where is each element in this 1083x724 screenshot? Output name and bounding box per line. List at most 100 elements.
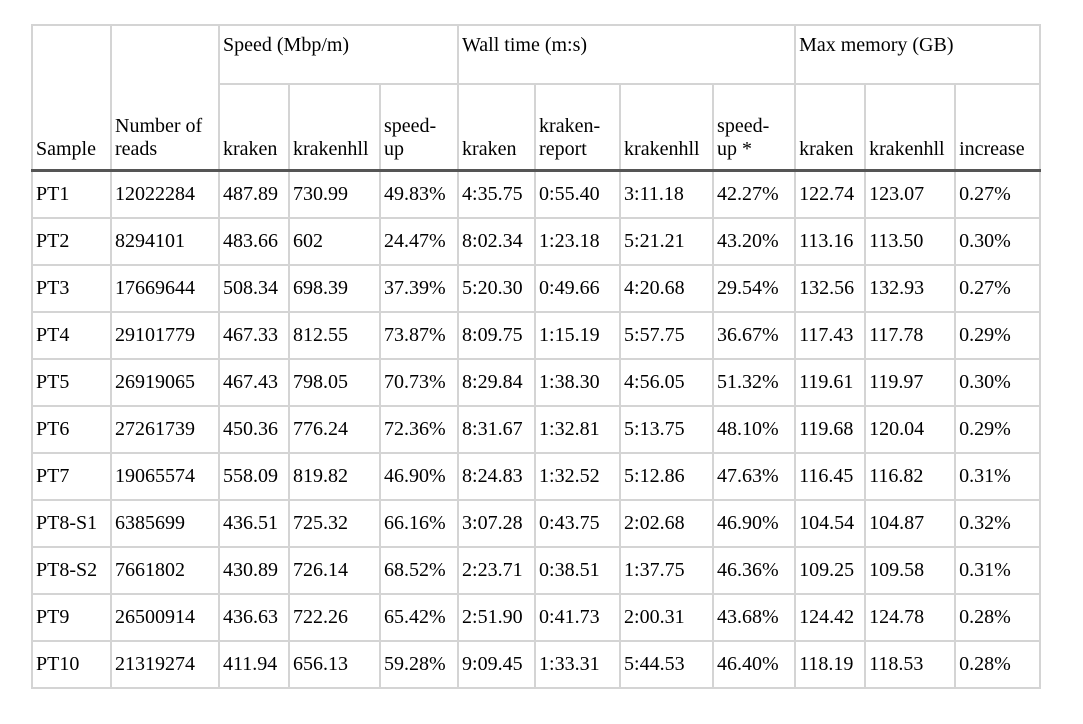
speed-kraken-cell: 467.43 <box>218 358 290 407</box>
wall-krakenhll-cell: 4:56.05 <box>619 358 715 407</box>
mem-krakenhll-cell: 109.58 <box>864 546 957 595</box>
wall-kraken-report-cell: 1:33.31 <box>534 640 622 689</box>
speed-krakenhll-cell: 698.39 <box>288 264 381 313</box>
speed-up-cell: 66.16% <box>378 499 460 548</box>
mem-increase-cell: 0.31% <box>954 546 1042 595</box>
group-header-row: Sample Number of reads Speed (Mbp/m) Wal… <box>31 24 1042 172</box>
wall-kraken-cell: 3:07.28 <box>457 499 537 548</box>
num-reads-cell: 7661802 <box>110 546 220 595</box>
wall-krakenhll-cell: 2:02.68 <box>619 499 715 548</box>
table-row: PT5 26919065 467.43 798.05 70.73% 8:29.84 1:38… <box>31 358 1042 407</box>
wall-kraken-report-cell: 1:38.30 <box>534 358 622 407</box>
mem-increase-cell: 0.28% <box>954 593 1042 642</box>
sample-cell: PT1 <box>31 169 112 219</box>
speed-up-label: speed-up <box>384 115 437 160</box>
mem-increase-cell: 0.27% <box>954 169 1042 219</box>
table-row: PT4 29101779 467.33 812.55 73.87% 8:09.75 1:15… <box>31 311 1042 360</box>
num-reads-cell: 26919065 <box>110 358 220 407</box>
mem-increase-cell: 0.29% <box>954 311 1042 360</box>
mem-increase-header: increase <box>954 83 1042 172</box>
table-row: PT8-S1 6385699 436.51 725.32 66.16% 3:07.28 0:… <box>31 499 1042 548</box>
speed-up-cell: 46.90% <box>378 452 460 501</box>
mem-increase-cell: 0.29% <box>954 405 1042 454</box>
num-reads-cell: 12022284 <box>110 169 220 219</box>
speed-kraken-cell: 436.51 <box>218 499 290 548</box>
speed-krakenhll-cell: 656.13 <box>288 640 381 689</box>
mem-krakenhll-cell: 132.93 <box>864 264 957 313</box>
mem-krakenhll-cell: 104.87 <box>864 499 957 548</box>
wall-kraken-report-cell: 1:32.52 <box>534 452 622 501</box>
sample-cell: PT3 <box>31 264 112 313</box>
speed-krakenhll-cell: 722.26 <box>288 593 381 642</box>
mem-krakenhll-header: krakenhll <box>864 83 957 172</box>
sample-cell: PT9 <box>31 593 112 642</box>
mem-increase-cell: 0.30% <box>954 358 1042 407</box>
max-memory-group-header: Max memory (GB) <box>794 24 1042 85</box>
speed-up-cell: 59.28% <box>378 640 460 689</box>
speed-up-cell: 65.42% <box>378 593 460 642</box>
mem-kraken-cell: 116.45 <box>794 452 867 501</box>
wall-krakenhll-cell: 4:20.68 <box>619 264 715 313</box>
speed-krakenhll-cell: 730.99 <box>288 169 381 219</box>
speed-krakenhll-cell: 812.55 <box>288 311 381 360</box>
num-reads-cell: 17669644 <box>110 264 220 313</box>
speed-krakenhll-cell: 776.24 <box>288 405 381 454</box>
sample-header: Sample <box>31 24 112 172</box>
table-row: PT8-S2 7661802 430.89 726.14 68.52% 2:23.71 0:… <box>31 546 1042 595</box>
mem-kraken-header: kraken <box>794 83 867 172</box>
mem-krakenhll-cell: 118.53 <box>864 640 957 689</box>
wall-speed-up-cell: 43.20% <box>712 217 797 266</box>
sample-cell: PT7 <box>31 452 112 501</box>
wall-kraken-report-cell: 1:32.81 <box>534 405 622 454</box>
mem-krakenhll-cell: 124.78 <box>864 593 957 642</box>
sub-header-row: kraken krakenhll speed-up kraken kraken-… <box>32 83 1042 172</box>
wall-kraken-cell: 8:24.83 <box>457 452 537 501</box>
mem-kraken-cell: 109.25 <box>794 546 867 595</box>
wall-kraken-cell: 8:02.34 <box>457 217 537 266</box>
speed-kraken-cell: 411.94 <box>218 640 290 689</box>
table-row: PT7 19065574 558.09 819.82 46.90% 8:24.83 1:32… <box>31 452 1042 501</box>
wall-speed-up-cell: 47.63% <box>712 452 797 501</box>
num-reads-cell: 8294101 <box>110 217 220 266</box>
sample-cell: PT8-S1 <box>31 499 112 548</box>
speed-kraken-cell: 558.09 <box>218 452 290 501</box>
num-reads-cell: 29101779 <box>110 311 220 360</box>
speed-up-header: speed-up <box>378 83 460 172</box>
speed-up-cell: 72.36% <box>378 405 460 454</box>
wall-krakenhll-cell: 3:11.18 <box>619 169 715 219</box>
speed-krakenhll-cell: 602 <box>288 217 381 266</box>
mem-krakenhll-cell: 117.78 <box>864 311 957 360</box>
mem-kraken-cell: 132.56 <box>794 264 867 313</box>
wall-krakenhll-header: krakenhll <box>619 83 715 172</box>
num-reads-cell: 26500914 <box>110 593 220 642</box>
speed-up-cell: 24.47% <box>378 217 460 266</box>
table-row: PT3 17669644 508.34 698.39 37.39% 5:20.30 0:49… <box>31 264 1042 313</box>
wall-speed-up-label: speed-up * <box>717 115 770 160</box>
mem-kraken-cell: 122.74 <box>794 169 867 219</box>
wall-kraken-report-cell: 0:49.66 <box>534 264 622 313</box>
speed-up-cell: 70.73% <box>378 358 460 407</box>
speed-kraken-cell: 436.63 <box>218 593 290 642</box>
num-reads-cell: 6385699 <box>110 499 220 548</box>
wall-speed-up-cell: 46.90% <box>712 499 797 548</box>
wall-kraken-report-cell: 0:38.51 <box>534 546 622 595</box>
speed-kraken-cell: 467.33 <box>218 311 290 360</box>
sample-cell: PT2 <box>31 217 112 266</box>
wall-kraken-report-header: kraken-report <box>534 83 622 172</box>
wall-kraken-cell: 9:09.45 <box>457 640 537 689</box>
sample-cell: PT6 <box>31 405 112 454</box>
sample-cell: PT4 <box>31 311 112 360</box>
mem-kraken-cell: 119.68 <box>794 405 867 454</box>
table-row: PT6 27261739 450.36 776.24 72.36% 8:31.67 1:32… <box>31 405 1042 454</box>
mem-kraken-cell: 113.16 <box>794 217 867 266</box>
sample-cell: PT10 <box>31 640 112 689</box>
mem-krakenhll-cell: 120.04 <box>864 405 957 454</box>
mem-krakenhll-cell: 116.82 <box>864 452 957 501</box>
wall-speed-up-cell: 43.68% <box>712 593 797 642</box>
speed-krakenhll-cell: 819.82 <box>288 452 381 501</box>
speed-up-cell: 68.52% <box>378 546 460 595</box>
mem-krakenhll-cell: 119.97 <box>864 358 957 407</box>
num-reads-header: Number of reads <box>110 24 220 172</box>
wall-krakenhll-cell: 5:57.75 <box>619 311 715 360</box>
table-body: PT1 12022284 487.89 730.99 49.83% 4:35.75 0:55… <box>31 169 1042 689</box>
